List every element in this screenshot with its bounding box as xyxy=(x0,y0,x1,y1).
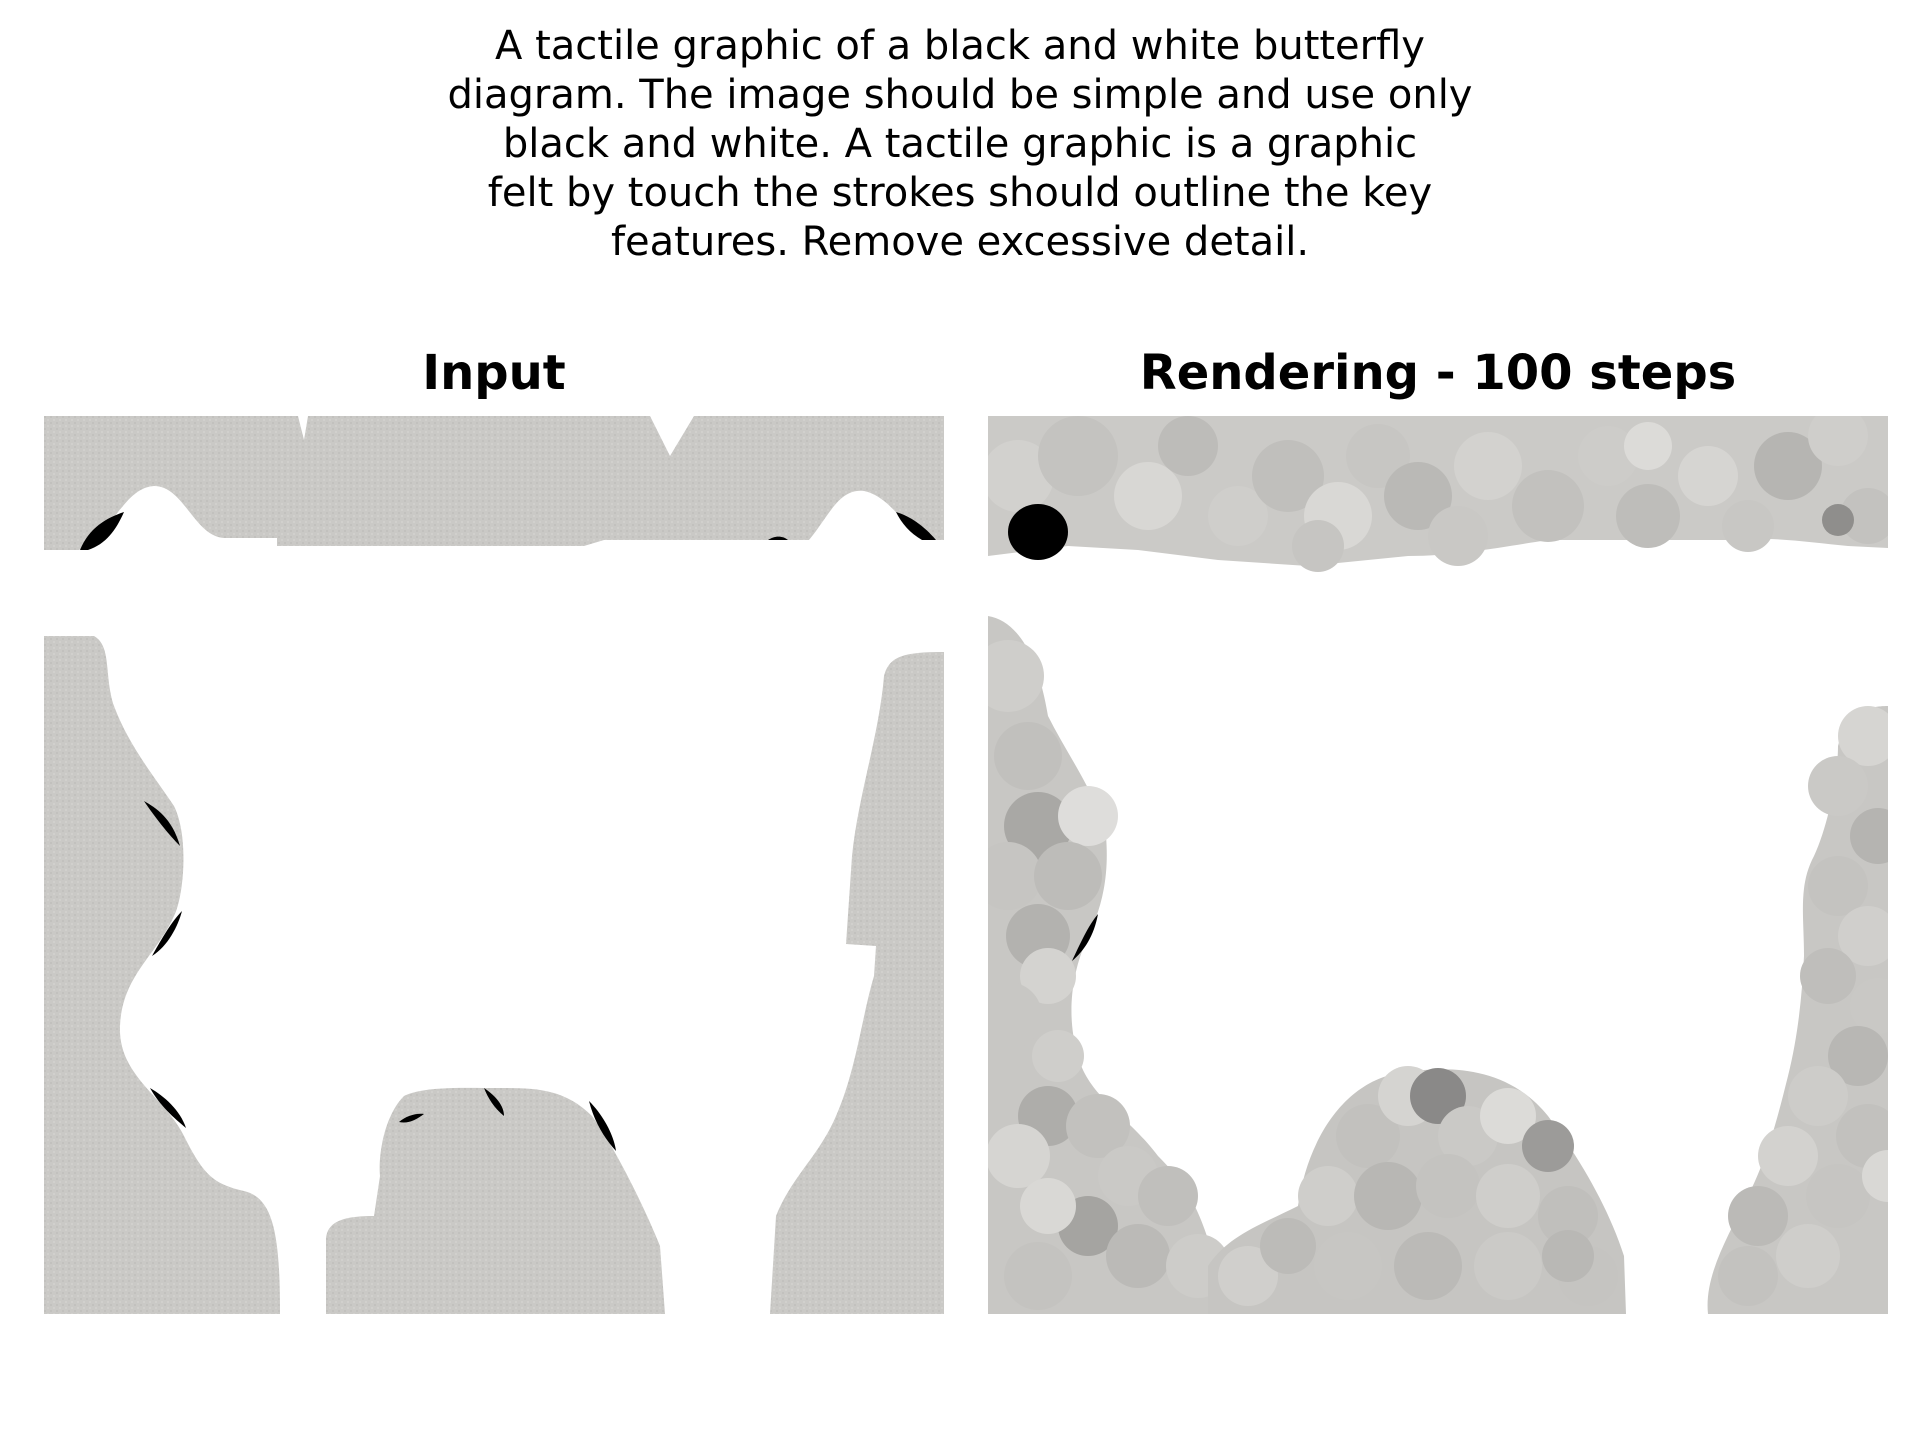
left-black-mark-middle xyxy=(152,911,182,956)
render-left-black-mark xyxy=(1072,914,1098,961)
top-right-small-mark xyxy=(768,536,788,540)
rendering-panel-title: Rendering - 100 steps xyxy=(1139,345,1737,401)
left-black-mark-upper xyxy=(144,801,180,846)
top-band-shape xyxy=(44,416,944,550)
mound-black-mark-left xyxy=(484,1088,504,1116)
caption-line: black and white. A tactile graphic is a … xyxy=(502,121,1418,167)
render-mound-blobs xyxy=(1218,1066,1618,1306)
left-column-shape xyxy=(44,636,280,1314)
render-left-blobs xyxy=(988,640,1230,1310)
rendering-image xyxy=(988,416,1888,1314)
render-dark-blob-top-right xyxy=(1822,504,1854,536)
figure-caption: A tactile graphic of a black and white b… xyxy=(360,22,1560,267)
input-image-drawing xyxy=(44,416,944,1314)
right-column-shape xyxy=(770,652,944,1314)
mound-black-mark-small xyxy=(399,1113,424,1123)
input-image xyxy=(44,416,944,1314)
render-right-blobs xyxy=(1718,706,1888,1306)
caption-line: A tactile graphic of a black and white b… xyxy=(495,23,1425,69)
caption-line: features. Remove excessive detail. xyxy=(610,219,1310,265)
input-panel-title: Input xyxy=(422,345,566,401)
render-black-blob xyxy=(1008,504,1068,560)
top-left-black-mark xyxy=(80,512,124,550)
caption-line: diagram. The image should be simple and … xyxy=(447,72,1473,118)
mound-black-mark-right xyxy=(589,1101,616,1151)
rendering-image-drawing xyxy=(988,416,1888,1314)
render-top-blobs xyxy=(988,416,1888,572)
caption-line: felt by touch the strokes should outline… xyxy=(487,170,1433,216)
center-mound-shape xyxy=(326,1087,665,1314)
top-right-black-mark xyxy=(896,512,936,540)
left-black-mark-lower xyxy=(150,1088,186,1128)
